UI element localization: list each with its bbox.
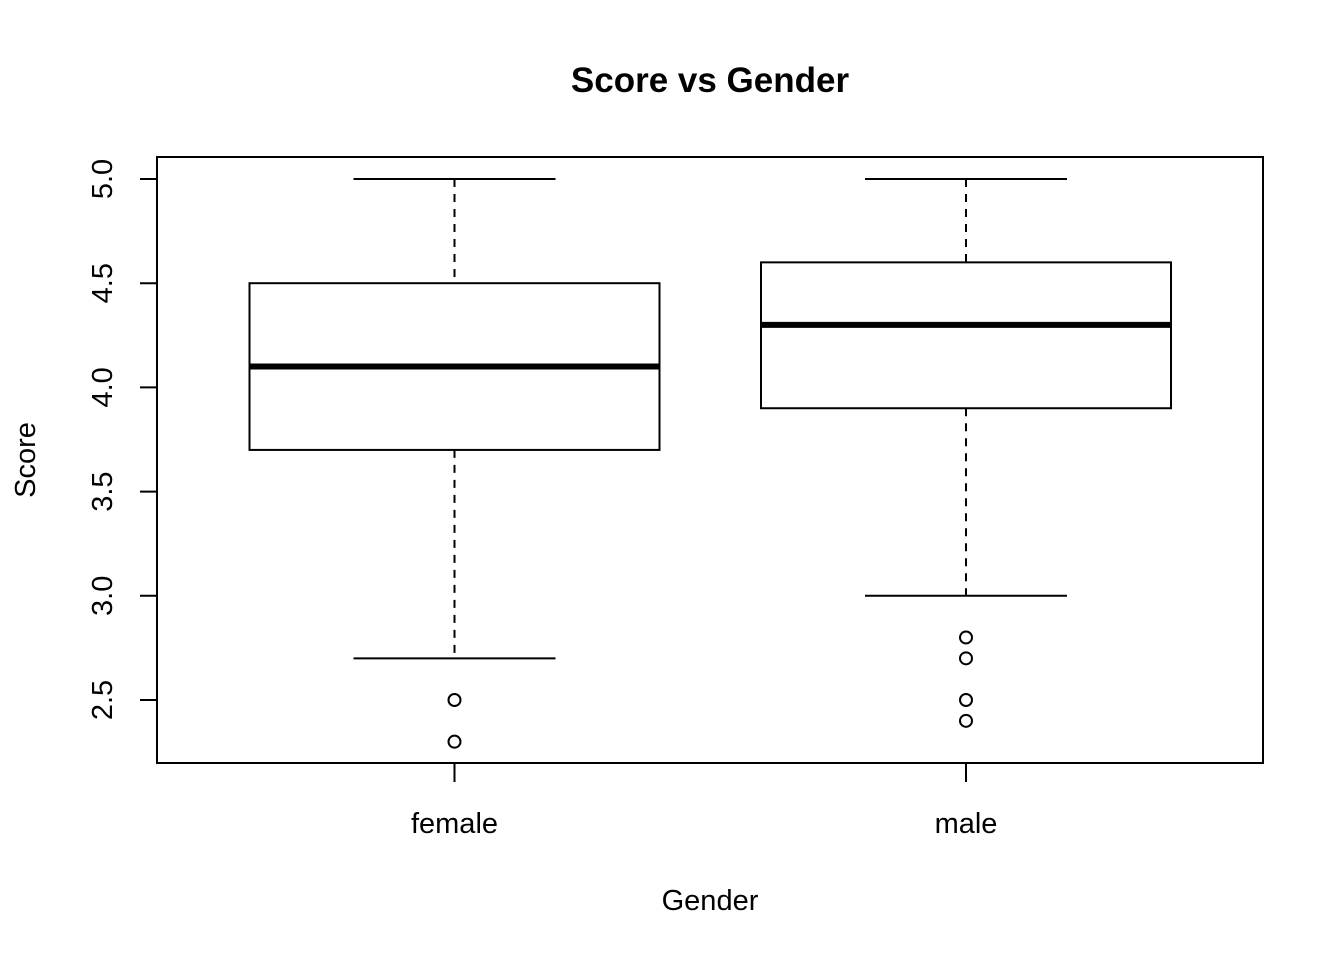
box-iqr (760, 261, 1172, 410)
outlier-point (959, 693, 973, 707)
chart-title: Score vs Gender (571, 61, 850, 100)
boxes (248, 178, 1172, 749)
y-tick-label: 3.0 (87, 576, 119, 616)
outlier-point (447, 693, 462, 707)
x-axis-title: Gender (662, 885, 759, 917)
x-tick-label-male: male (935, 808, 998, 840)
y-tick-label: 4.5 (87, 263, 119, 303)
y-tick-label: 2.5 (87, 680, 119, 720)
y-axis-title: Score (10, 422, 42, 498)
y-tick-label: 5.0 (87, 159, 119, 199)
y-tick-label: 3.5 (87, 471, 119, 511)
x-axis: female male (411, 763, 997, 840)
box-group-female (248, 178, 661, 749)
outlier-point (959, 651, 973, 666)
plot-frame (156, 156, 1264, 764)
box-group-male (760, 178, 1172, 728)
outlier-point (447, 734, 462, 749)
y-axis: 2.5 3.0 3.5 4.0 4.5 5.0 (87, 159, 158, 720)
outlier-point (959, 713, 973, 728)
y-tick-label: 4.0 (87, 367, 119, 407)
outlier-point (959, 630, 973, 645)
x-tick-label-female: female (411, 808, 498, 840)
